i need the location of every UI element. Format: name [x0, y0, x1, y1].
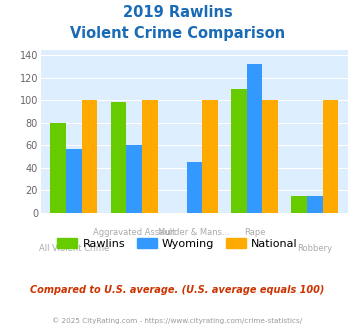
Legend: Rawlins, Wyoming, National: Rawlins, Wyoming, National [53, 234, 302, 253]
Bar [186, 162, 202, 213]
Bar [142, 100, 158, 213]
Bar [291, 196, 307, 213]
Text: © 2025 CityRating.com - https://www.cityrating.com/crime-statistics/: © 2025 CityRating.com - https://www.city… [53, 317, 302, 324]
Text: Rape: Rape [244, 228, 265, 237]
Bar [262, 100, 278, 213]
Text: Aggravated Assault: Aggravated Assault [93, 228, 175, 237]
Text: Murder & Mans...: Murder & Mans... [158, 228, 230, 237]
Bar [231, 89, 247, 213]
Text: All Violent Crime: All Violent Crime [39, 244, 109, 253]
Bar [202, 100, 218, 213]
Bar [323, 100, 338, 213]
Text: 2019 Rawlins: 2019 Rawlins [122, 5, 233, 20]
Bar [111, 102, 126, 213]
Text: Compared to U.S. average. (U.S. average equals 100): Compared to U.S. average. (U.S. average … [30, 285, 325, 295]
Bar [50, 123, 66, 213]
Bar [126, 145, 142, 213]
Bar [66, 148, 82, 213]
Bar [82, 100, 97, 213]
Text: Violent Crime Comparison: Violent Crime Comparison [70, 26, 285, 41]
Text: Robbery: Robbery [297, 244, 332, 253]
Bar [247, 64, 262, 213]
Bar [307, 196, 323, 213]
